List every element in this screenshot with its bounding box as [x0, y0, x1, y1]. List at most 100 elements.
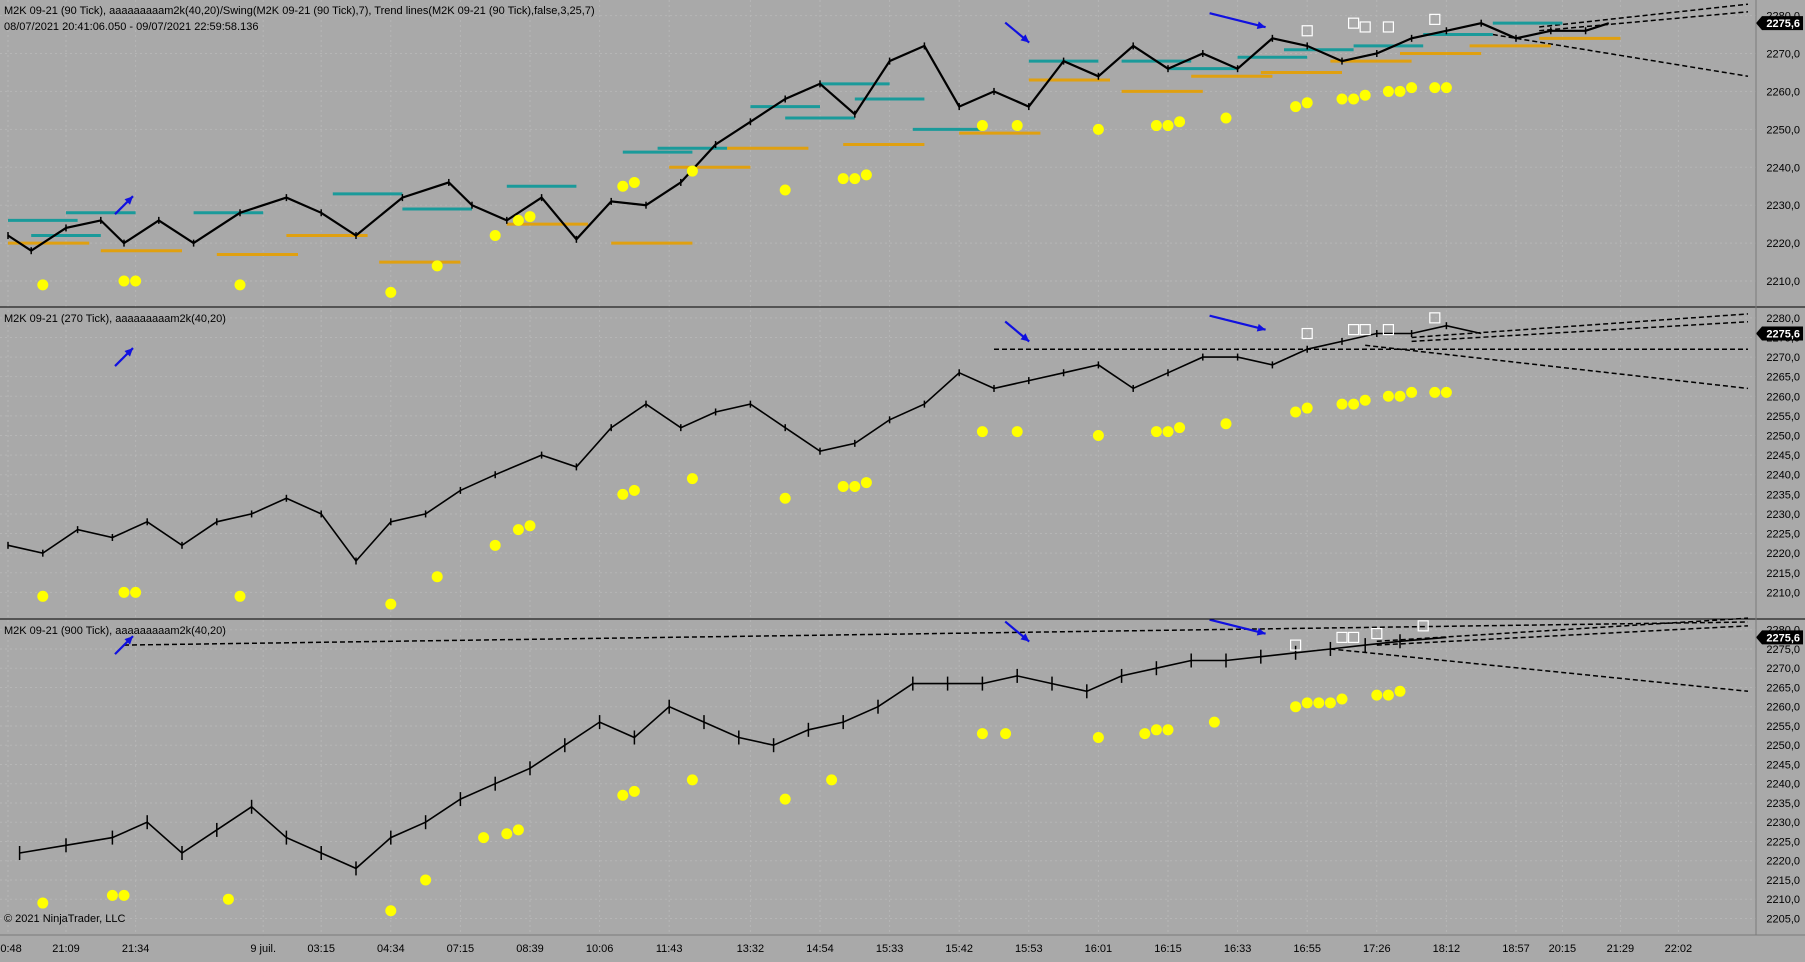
signal-dot [1394, 390, 1406, 402]
pane-270-tick[interactable]: M2K 09-21 (270 Tick), aaaaaaaaam2k(40,20… [4, 312, 1803, 610]
signal-dot [1348, 93, 1360, 105]
direction-arrow-head [1020, 633, 1030, 642]
signal-dot [1440, 82, 1452, 94]
price-tick-label: 2260,0 [1766, 86, 1800, 98]
price-tick-label: 2250,0 [1766, 124, 1800, 136]
time-tick-label: 04:34 [377, 943, 405, 955]
signal-dot [1359, 394, 1371, 406]
signal-dot [1313, 697, 1325, 709]
time-tick-label: 22:02 [1665, 943, 1693, 955]
price-tick-label: 2240,0 [1766, 779, 1800, 791]
price-tick-label: 2270,0 [1766, 663, 1800, 675]
signal-box [1382, 324, 1395, 336]
signal-dot [1429, 386, 1441, 398]
signal-dot [1301, 697, 1313, 709]
time-tick-label: 16:15 [1154, 943, 1182, 955]
direction-arrow-head [1256, 627, 1266, 636]
price-tick-label: 2220,0 [1766, 856, 1800, 868]
signal-dot [1406, 386, 1418, 398]
signal-dot [1440, 386, 1452, 398]
signal-box [1359, 324, 1371, 336]
signal-dot [501, 828, 513, 840]
price-tick-label: 2240,0 [1766, 470, 1800, 482]
signal-dot [976, 120, 988, 132]
signal-dot [478, 832, 490, 844]
signal-dot [37, 279, 49, 291]
direction-arrow [1209, 314, 1266, 331]
signal-dot [130, 586, 142, 598]
current-price-label: 2275,6 [1766, 18, 1800, 30]
direction-arrow-head [1256, 21, 1266, 29]
signal-dot [512, 524, 524, 536]
signal-dot [118, 586, 130, 598]
price-tick-label: 2210,0 [1766, 894, 1800, 906]
signal-dot [1208, 716, 1220, 728]
signal-dot [779, 184, 791, 196]
copyright-notice: © 2021 NinjaTrader, LLC [4, 913, 125, 925]
signal-dot [1429, 82, 1441, 94]
time-tick-label: 13:32 [737, 943, 765, 955]
signal-dot [1092, 123, 1104, 135]
signal-dot [686, 473, 698, 485]
price-tick-label: 2260,0 [1766, 702, 1800, 714]
signal-dot [849, 173, 861, 185]
time-tick-label: 07:15 [447, 943, 475, 955]
time-tick-label: 15:42 [945, 943, 973, 955]
price-tick-label: 2250,0 [1766, 431, 1800, 443]
current-price-label: 2275,6 [1766, 632, 1800, 644]
price-tick-label: 2265,0 [1766, 682, 1800, 694]
signal-dot [385, 286, 397, 298]
price-tick-label: 2230,0 [1766, 200, 1800, 212]
signal-box [1382, 21, 1395, 33]
signal-dot [1336, 93, 1348, 105]
time-tick-label: 21:09 [52, 943, 80, 955]
time-axis[interactable]: 20:48 21:09 21:34 9 juil. 03:15 04:34 07:15 08:… [0, 943, 1692, 955]
time-tick-label: 20:15 [1549, 943, 1577, 955]
signal-dot [1406, 82, 1418, 94]
signal-dot [106, 889, 118, 901]
price-tick-label: 2270,0 [1766, 352, 1800, 364]
signal-dot [628, 785, 640, 797]
price-tick-label: 2235,0 [1766, 798, 1800, 810]
signal-dot [431, 571, 443, 583]
signal-dot [837, 173, 849, 185]
signal-dot [628, 484, 640, 496]
price-tick-label: 2235,0 [1766, 489, 1800, 501]
signal-dot [1348, 398, 1360, 410]
signal-box [1417, 620, 1429, 632]
time-tick-label: 16:33 [1224, 943, 1252, 955]
signal-dot [1382, 390, 1394, 402]
price-tick-label: 2240,0 [1766, 162, 1800, 174]
current-price-badge [1756, 16, 1803, 31]
price-tick-label: 2260,0 [1766, 391, 1800, 403]
signal-dot [860, 169, 872, 181]
current-price-badge [1756, 326, 1803, 341]
signal-dot [1394, 85, 1406, 97]
signal-dot [1092, 430, 1104, 442]
price-tick-label: 2210,0 [1766, 587, 1800, 599]
signal-dot [1301, 402, 1313, 414]
signal-dot [1359, 89, 1371, 101]
time-tick-label: 03:15 [307, 943, 335, 955]
pane-900-tick[interactable]: M2K 09-21 (900 Tick), aaaaaaaaam2k(40,20… [4, 617, 1803, 925]
price-tick-label: 2215,0 [1766, 875, 1800, 887]
signal-box [1429, 13, 1441, 25]
signal-box [1301, 25, 1313, 37]
direction-arrow [1209, 12, 1266, 29]
signal-dot [1382, 85, 1394, 97]
signal-box [1347, 631, 1360, 644]
time-tick-label: 15:33 [876, 943, 904, 955]
trend-line [1376, 625, 1749, 646]
price-tick-label: 2220,0 [1766, 548, 1800, 560]
signal-dot [617, 488, 629, 500]
trend-line [1330, 648, 1749, 693]
time-tick-label: 16:01 [1085, 943, 1113, 955]
signal-box [1429, 312, 1441, 324]
signal-dot [512, 214, 524, 226]
signal-dot [779, 492, 791, 504]
pane-90-tick[interactable]: M2K 09-21 (90 Tick), aaaaaaaaam2k(40,20)… [4, 3, 1803, 298]
price-tick-label: 2210,0 [1766, 276, 1800, 288]
signal-dot [1290, 701, 1302, 713]
